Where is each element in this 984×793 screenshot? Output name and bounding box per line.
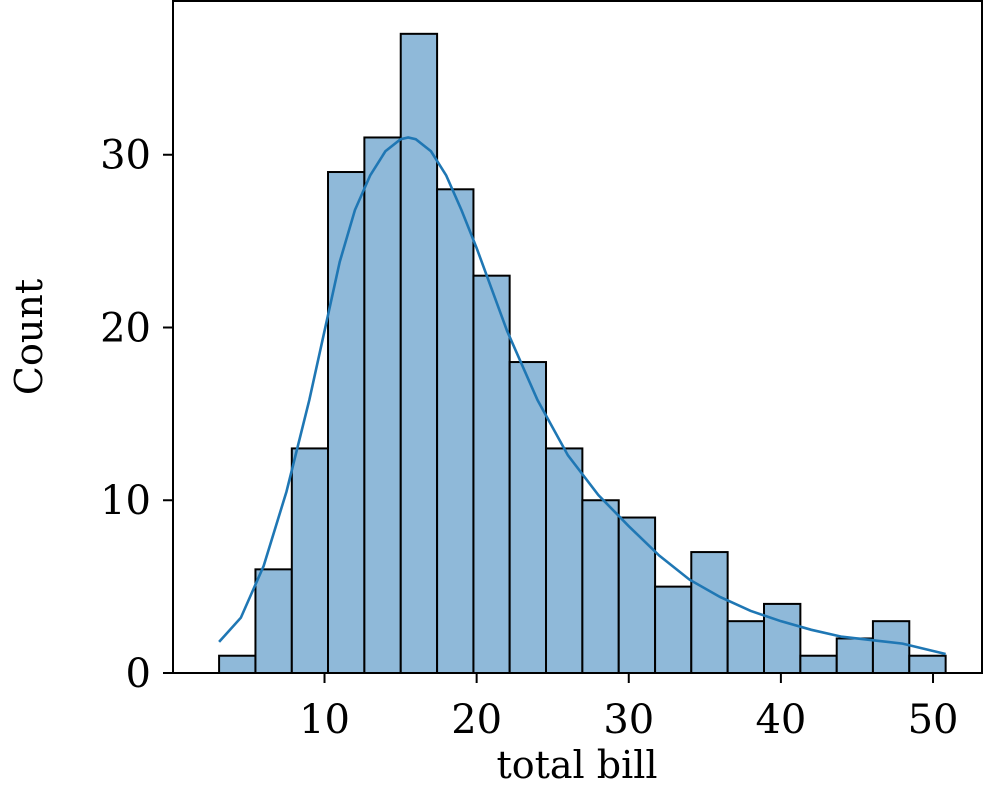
- x-tick-label: 40: [755, 697, 806, 743]
- histogram-bar: [654, 585, 693, 675]
- histogram-bar: [290, 447, 330, 674]
- histogram-bar: [545, 447, 584, 674]
- y-axis-label: Count: [7, 279, 51, 395]
- histogram-bar: [871, 620, 911, 674]
- histogram-bar: [835, 637, 874, 675]
- histogram-bar: [617, 516, 657, 674]
- plot-frame: [172, 0, 983, 674]
- histogram-bar: [327, 171, 366, 674]
- histogram-bar: [436, 188, 475, 675]
- histogram-bar: [908, 654, 947, 674]
- y-tick-label: 20: [100, 305, 151, 351]
- x-tick-label: 10: [299, 697, 350, 743]
- x-axis-label: total bill: [496, 743, 657, 787]
- histogram-bar: [799, 654, 838, 674]
- x-tick-label: 20: [451, 697, 502, 743]
- histogram-bar: [508, 361, 548, 674]
- x-tick-label: 50: [908, 697, 959, 743]
- y-axis-ticks: 0 10 20 30: [100, 133, 173, 697]
- y-tick-label: 0: [126, 651, 151, 697]
- x-axis-ticks: 10 20 30 40 50: [299, 673, 958, 743]
- histogram-bar: [399, 32, 439, 674]
- y-tick-label: 30: [100, 133, 151, 179]
- histogram-bar: [726, 620, 766, 674]
- histogram-bar: [763, 602, 802, 674]
- kde-curve: [218, 136, 946, 656]
- x-tick-label: 30: [603, 697, 654, 743]
- histogram-bar: [218, 654, 257, 674]
- histogram-bar: [472, 274, 511, 674]
- histogram-bar: [581, 499, 620, 674]
- histogram-bar: [690, 551, 729, 674]
- y-tick-label: 10: [100, 478, 151, 524]
- histogram-bar: [254, 568, 293, 674]
- histogram-bar: [363, 136, 402, 674]
- bars-group: [218, 32, 947, 675]
